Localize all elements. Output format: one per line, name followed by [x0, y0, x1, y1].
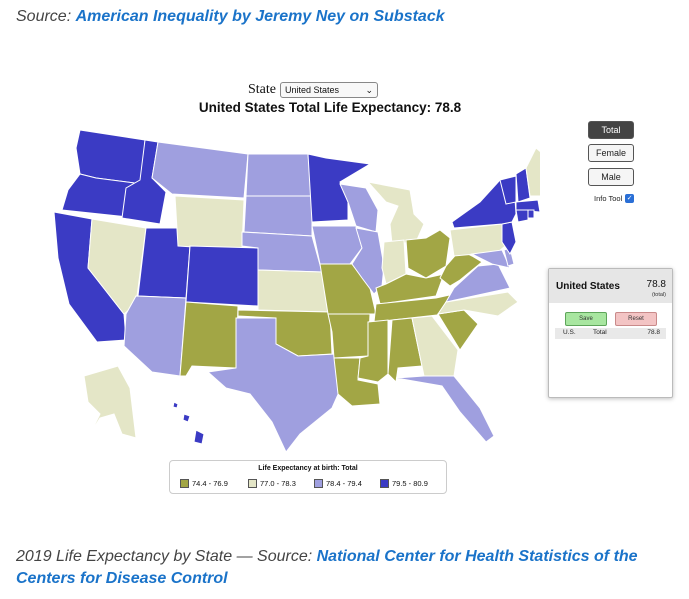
state-dropdown[interactable]: United States ⌄ — [280, 82, 378, 98]
source-prefix: Source: — [16, 8, 76, 25]
legend-label: 74.4 - 76.9 — [192, 479, 228, 488]
save-button[interactable]: Save — [565, 312, 607, 326]
state-MD[interactable] — [470, 249, 511, 269]
state-HI-group — [172, 401, 205, 445]
caption: 2019 Life Expectancy by State — Source: … — [16, 546, 676, 590]
state-IL[interactable] — [351, 227, 385, 295]
info-tool-toggle[interactable]: Info Tool ✓ — [594, 194, 635, 203]
state-MS[interactable] — [357, 319, 389, 383]
state-NY[interactable] — [451, 179, 517, 229]
state-SD[interactable] — [243, 195, 313, 237]
state-WY[interactable] — [174, 195, 245, 251]
info-row-measure: Total — [593, 329, 607, 336]
info-panel-row: U.S. Total 78.8 — [555, 328, 666, 339]
info-row-region: U.S. — [563, 329, 576, 336]
state-MO[interactable] — [319, 263, 377, 315]
legend-label: 78.4 - 79.4 — [326, 479, 362, 488]
legend-item: 74.4 - 76.9 — [180, 479, 228, 488]
female-button[interactable]: Female — [588, 144, 634, 162]
male-button[interactable]: Male — [588, 168, 634, 186]
legend-item: 79.5 - 80.9 — [380, 479, 428, 488]
source-line: Source: American Inequality by Jeremy Ne… — [16, 8, 445, 26]
info-panel-value: 78.8 — [646, 279, 666, 290]
state-OH[interactable] — [405, 229, 451, 279]
state-ME[interactable] — [525, 147, 540, 197]
info-panel: United States 78.8 (total) Save Reset U.… — [548, 268, 673, 398]
source-link[interactable]: American Inequality by Jeremy Ney on Sub… — [75, 8, 445, 25]
state-IA[interactable] — [311, 225, 363, 265]
map-legend: Life Expectancy at birth: Total 74.4 - 7… — [169, 460, 447, 494]
state-VA[interactable] — [445, 263, 511, 303]
state-CT[interactable] — [515, 209, 529, 223]
state-AR[interactable] — [327, 313, 371, 359]
legend-title: Life Expectancy at birth: Total — [258, 465, 358, 472]
state-NH[interactable] — [515, 167, 531, 203]
state-KS[interactable] — [257, 269, 329, 313]
state-NJ[interactable] — [501, 221, 517, 255]
info-tool-checkbox[interactable]: ✓ — [625, 194, 635, 203]
state-selector: State United States ⌄ — [248, 82, 378, 98]
info-panel-header: United States 78.8 (total) — [549, 269, 672, 303]
state-HI[interactable] — [193, 429, 205, 445]
info-panel-sub: (total) — [651, 292, 666, 298]
state-MT[interactable] — [151, 141, 249, 199]
state-HI-island-2[interactable] — [182, 413, 191, 423]
legend-label: 77.0 - 78.3 — [260, 479, 296, 488]
state-ND[interactable] — [245, 153, 313, 197]
legend-label: 79.5 - 80.9 — [392, 479, 428, 488]
legend-swatch — [314, 479, 323, 488]
legend-item: 77.0 - 78.3 — [248, 479, 296, 488]
caption-link[interactable]: National Center for Health Statistics of… — [16, 548, 638, 587]
total-button[interactable]: Total — [588, 121, 634, 139]
state-MA[interactable] — [515, 199, 540, 213]
state-TX[interactable] — [206, 317, 341, 453]
state-NM[interactable] — [179, 301, 239, 377]
legend-swatch — [380, 479, 389, 488]
state-CO[interactable] — [185, 245, 259, 307]
state-AK[interactable] — [83, 365, 137, 439]
state-label: State — [248, 82, 276, 97]
info-panel-name: United States — [556, 281, 620, 292]
legend-swatch — [248, 479, 257, 488]
legend-item: 78.4 - 79.4 — [314, 479, 362, 488]
state-NC[interactable] — [436, 291, 519, 317]
state-AZ[interactable] — [123, 295, 187, 377]
info-tool-label: Info Tool — [594, 194, 623, 203]
reset-button[interactable]: Reset — [615, 312, 657, 326]
state-RI[interactable] — [527, 209, 535, 219]
info-row-value: 78.8 — [647, 329, 660, 336]
map-title: United States Total Life Expectancy: 78.… — [198, 100, 462, 115]
state-HI-island-3[interactable] — [172, 401, 179, 409]
chevron-down-icon: ⌄ — [365, 84, 373, 95]
state-FL[interactable] — [395, 375, 495, 443]
legend-swatch — [180, 479, 189, 488]
state-GA[interactable] — [411, 315, 459, 377]
us-choropleth-map — [53, 129, 540, 453]
state-dropdown-value: United States — [285, 85, 340, 95]
caption-prefix: 2019 Life Expectancy by State — Source: — [16, 548, 317, 565]
